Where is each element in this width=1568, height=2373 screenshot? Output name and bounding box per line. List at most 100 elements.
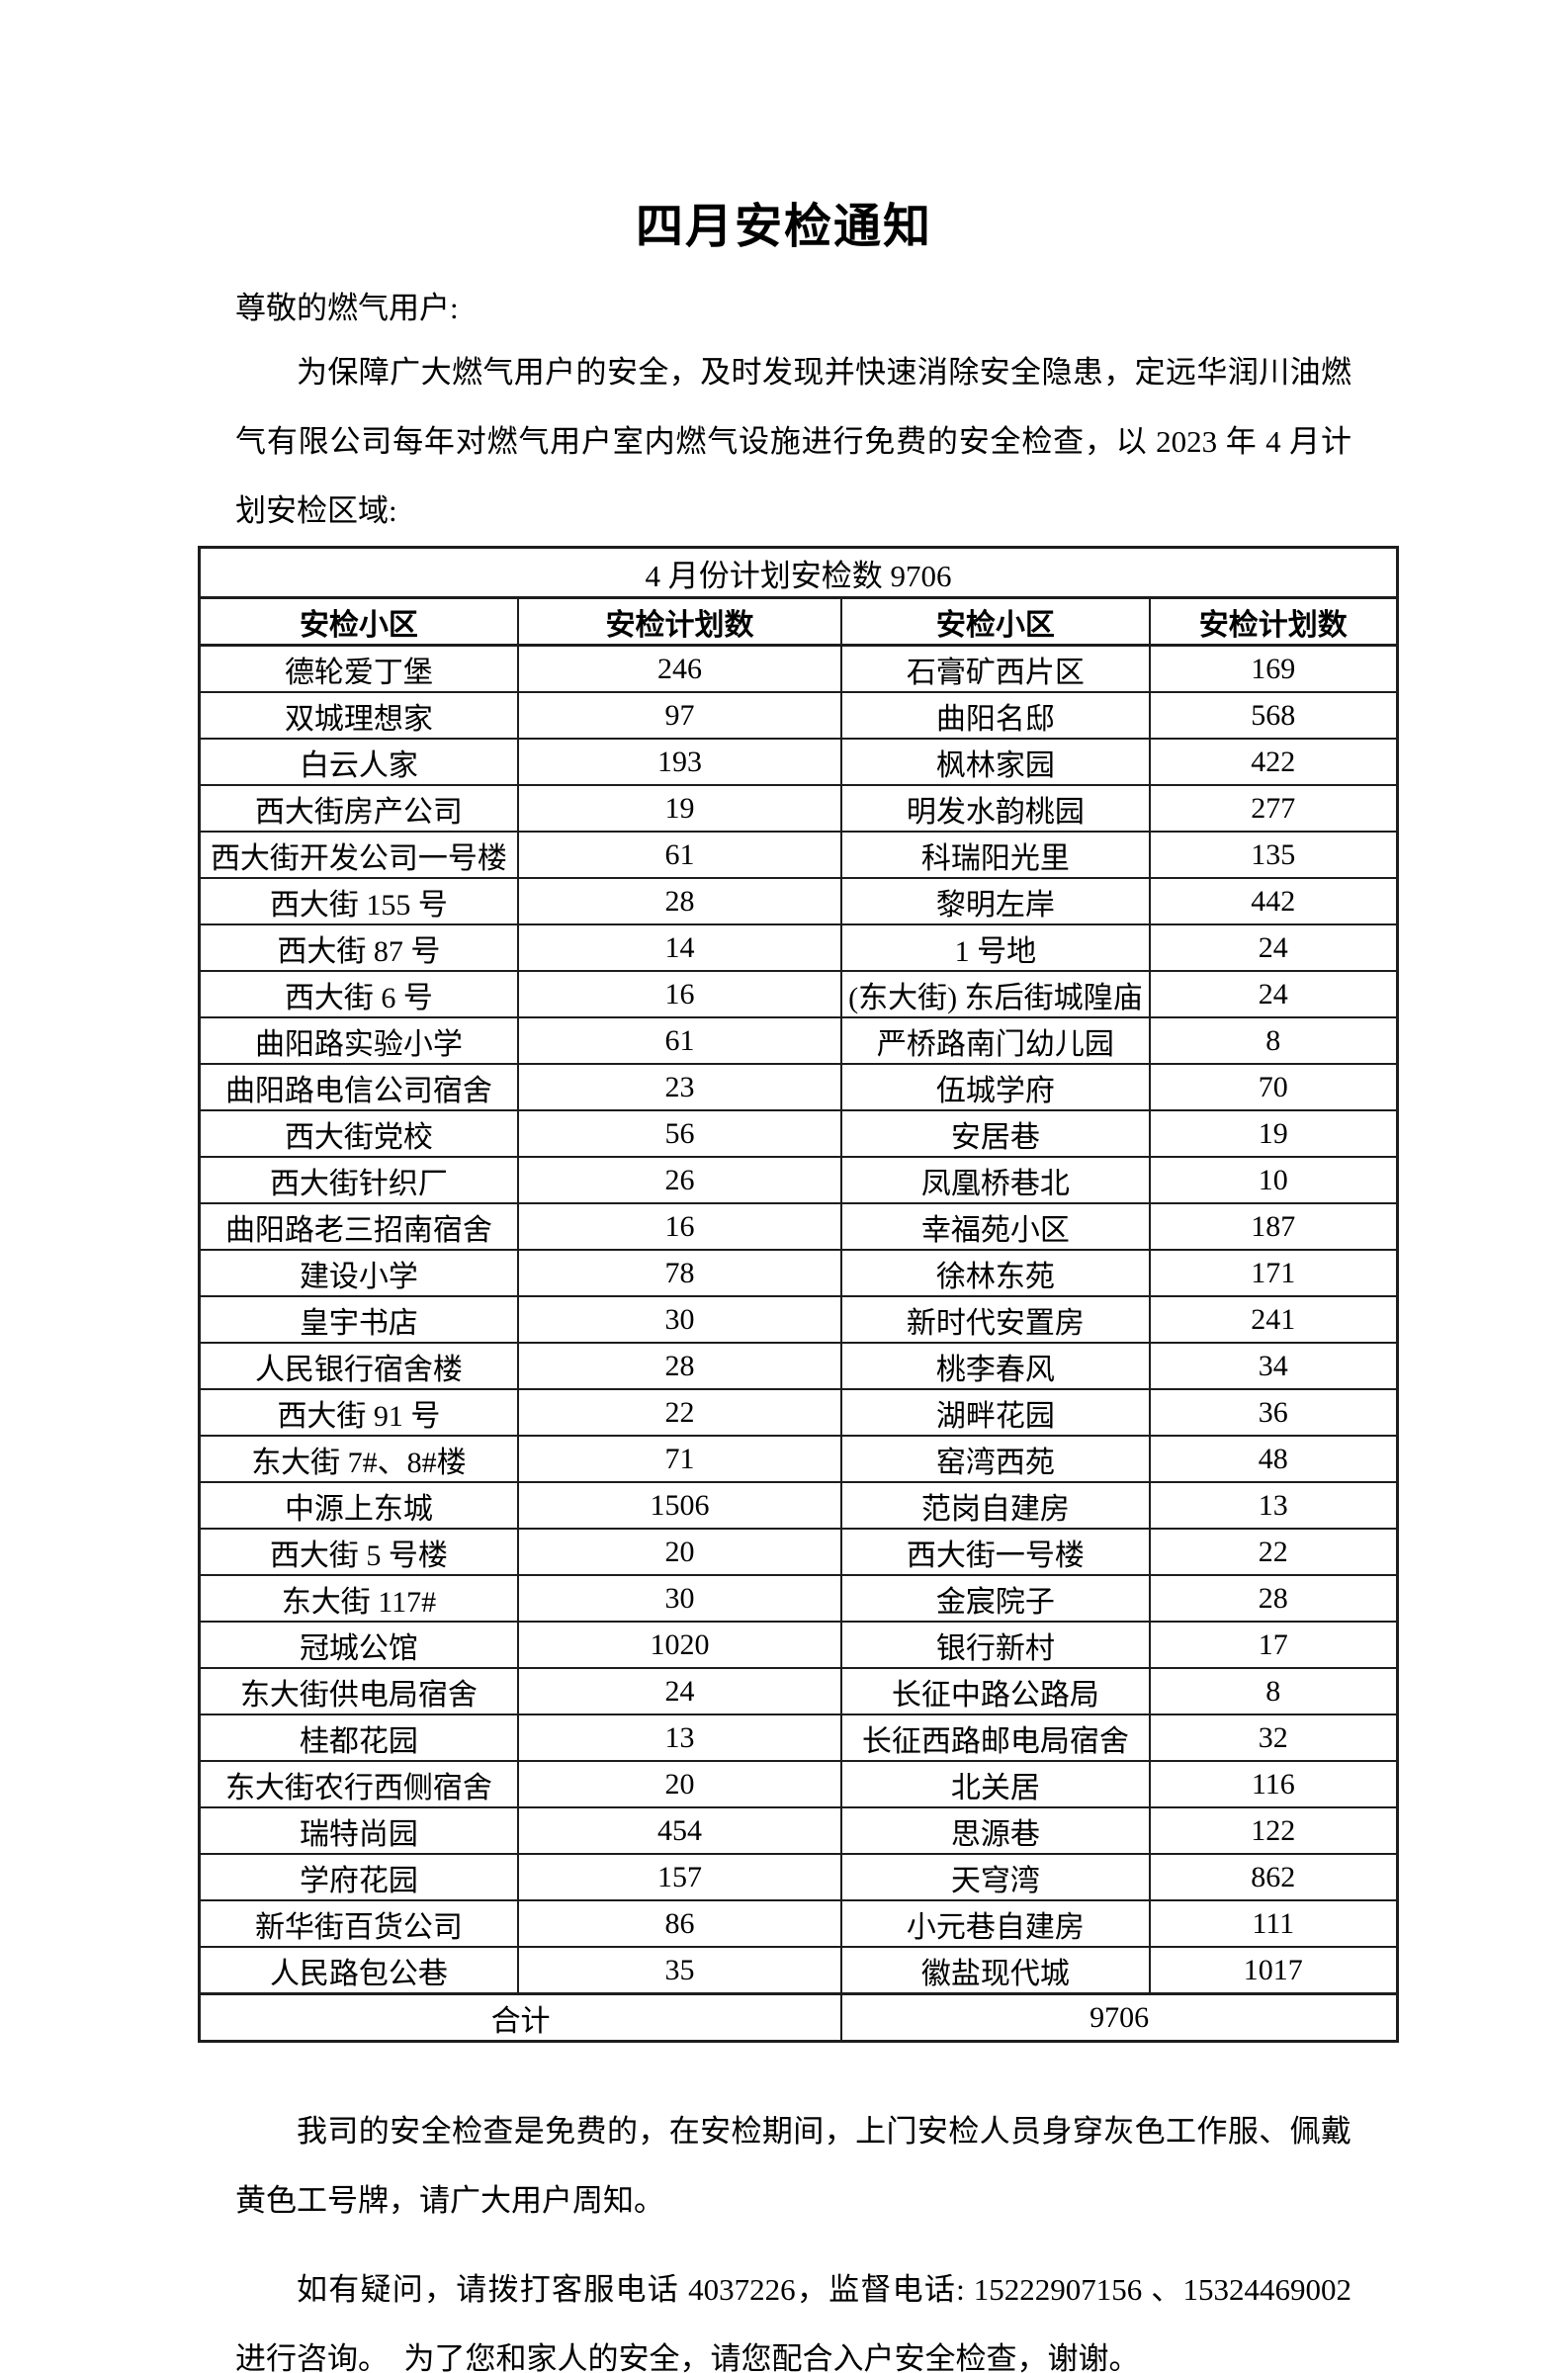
column-header-community-left: 安检小区: [198, 596, 519, 647]
community-name-cell-left: 德轮爱丁堡: [198, 644, 519, 693]
table-row: 新华街百货公司 86 小元巷自建房 111: [198, 1899, 1399, 1948]
table-row: 皇宇书店 30 新时代安置房 241: [198, 1295, 1399, 1344]
community-name-cell-right: 曲阳名邸: [840, 691, 1151, 740]
community-name-cell-left: 西大街 5 号楼: [198, 1528, 519, 1576]
table-row: 白云人家 193 枫林家园 422: [198, 738, 1399, 786]
plan-count-cell-left: 26: [516, 1156, 843, 1204]
community-name-cell-left: 曲阳路电信公司宿舍: [198, 1063, 519, 1111]
plan-count-cell-left: 14: [516, 923, 843, 972]
plan-count-cell-right: 171: [1148, 1249, 1399, 1297]
community-name-cell-right: 思源巷: [840, 1806, 1151, 1855]
table-row: 东大街 117# 30 金宸院子 28: [198, 1574, 1399, 1623]
plan-count-cell-right: 10: [1148, 1156, 1399, 1204]
table-row: 德轮爱丁堡 246 石膏矿西片区 169: [198, 644, 1399, 693]
plan-count-cell-right: 277: [1148, 784, 1399, 833]
community-name-cell-left: 西大街 91 号: [198, 1388, 519, 1437]
plan-count-cell-left: 30: [516, 1295, 843, 1344]
community-name-cell-left: 曲阳路老三招南宿舍: [198, 1202, 519, 1251]
community-name-cell-right: 伍城学府: [840, 1063, 1151, 1111]
plan-count-cell-left: 20: [516, 1528, 843, 1576]
plan-count-cell-right: 135: [1148, 831, 1399, 879]
plan-count-cell-left: 35: [516, 1946, 843, 1995]
community-name-cell-right: 1 号地: [840, 923, 1151, 972]
table-row: 东大街 7#、8#楼 71 窑湾西苑 48: [198, 1435, 1399, 1483]
table-row: 西大街 91 号 22 湖畔花园 36: [198, 1388, 1399, 1437]
plan-count-cell-right: 116: [1148, 1760, 1399, 1808]
plan-count-cell-right: 19: [1148, 1109, 1399, 1158]
plan-count-cell-right: 862: [1148, 1853, 1399, 1901]
plan-count-cell-right: 36: [1148, 1388, 1399, 1437]
column-header-count-right: 安检计划数: [1148, 596, 1399, 647]
plan-count-cell-left: 193: [516, 738, 843, 786]
table-row: 东大街供电局宿舍 24 长征中路公路局 8: [198, 1667, 1399, 1715]
community-name-cell-left: 东大街 117#: [198, 1574, 519, 1623]
plan-count-cell-left: 13: [516, 1714, 843, 1762]
table-row: 曲阳路实验小学 61 严桥路南门幼儿园 8: [198, 1016, 1399, 1065]
plan-count-cell-right: 24: [1148, 923, 1399, 972]
community-name-cell-left: 白云人家: [198, 738, 519, 786]
community-name-cell-left: 桂都花园: [198, 1714, 519, 1762]
community-name-cell-left: 西大街针织厂: [198, 1156, 519, 1204]
community-name-cell-right: 石膏矿西片区: [840, 644, 1151, 693]
salutation: 尊敬的燃气用户:: [235, 291, 459, 325]
plan-count-cell-right: 13: [1148, 1481, 1399, 1530]
table-caption: 4 月份计划安检数 9706: [198, 546, 1399, 599]
community-name-cell-right: 西大街一号楼: [840, 1528, 1151, 1576]
plan-count-cell-left: 61: [516, 1016, 843, 1065]
community-name-cell-left: 西大街房产公司: [198, 784, 519, 833]
community-name-cell-left: 瑞特尚园: [198, 1806, 519, 1855]
closing-paragraph-1: 我司的安全检查是免费的，在安检期间，上门安检人员身穿灰色工作服、佩戴黄色工号牌，…: [235, 2114, 1351, 2218]
table-row: 西大街 87 号 14 1 号地 24: [198, 923, 1399, 972]
plan-count-cell-left: 20: [516, 1760, 843, 1808]
plan-count-cell-left: 19: [516, 784, 843, 833]
plan-count-cell-left: 246: [516, 644, 843, 693]
community-name-cell-right: 徽盐现代城: [840, 1946, 1151, 1995]
plan-count-cell-left: 454: [516, 1806, 843, 1855]
plan-count-cell-right: 1017: [1148, 1946, 1399, 1995]
community-name-cell-right: (东大街) 东后街城隍庙: [840, 970, 1151, 1018]
table-row: 西大街房产公司 19 明发水韵桃园 277: [198, 784, 1399, 833]
community-name-cell-left: 西大街党校: [198, 1109, 519, 1158]
plan-count-cell-right: 111: [1148, 1899, 1399, 1948]
community-name-cell-left: 西大街 87 号: [198, 923, 519, 972]
table-header-row: 安检小区 安检计划数 安检小区 安检计划数: [198, 596, 1399, 647]
plan-count-cell-left: 71: [516, 1435, 843, 1483]
table-row: 人民路包公巷 35 徽盐现代城 1017: [198, 1946, 1399, 1995]
community-name-cell-left: 皇宇书店: [198, 1295, 519, 1344]
community-name-cell-right: 幸福苑小区: [840, 1202, 1151, 1251]
community-name-cell-right: 明发水韵桃园: [840, 784, 1151, 833]
community-name-cell-left: 冠城公馆: [198, 1621, 519, 1669]
plan-count-cell-right: 187: [1148, 1202, 1399, 1251]
plan-count-cell-left: 28: [516, 877, 843, 925]
plan-count-cell-right: 24: [1148, 970, 1399, 1018]
plan-count-cell-right: 34: [1148, 1342, 1399, 1390]
community-name-cell-left: 曲阳路实验小学: [198, 1016, 519, 1065]
community-name-cell-right: 窑湾西苑: [840, 1435, 1151, 1483]
table-row: 西大街 5 号楼 20 西大街一号楼 22: [198, 1528, 1399, 1576]
table-row: 曲阳路电信公司宿舍 23 伍城学府 70: [198, 1063, 1399, 1111]
table-row: 人民银行宿舍楼 28 桃李春风 34: [198, 1342, 1399, 1390]
community-name-cell-left: 新华街百货公司: [198, 1899, 519, 1948]
plan-count-cell-right: 122: [1148, 1806, 1399, 1855]
intro-paragraph: 为保障广大燃气用户的安全，及时发现并快速消除安全隐患，定远华润川油燃气有限公司每…: [235, 355, 1351, 528]
plan-count-cell-right: 70: [1148, 1063, 1399, 1111]
community-name-cell-left: 东大街 7#、8#楼: [198, 1435, 519, 1483]
column-header-community-right: 安检小区: [840, 596, 1151, 647]
plan-count-cell-right: 422: [1148, 738, 1399, 786]
plan-count-cell-left: 56: [516, 1109, 843, 1158]
plan-count-cell-left: 30: [516, 1574, 843, 1623]
table-row: 西大街党校 56 安居巷 19: [198, 1109, 1399, 1158]
plan-count-cell-right: 8: [1148, 1016, 1399, 1065]
plan-count-cell-left: 24: [516, 1667, 843, 1715]
plan-count-cell-left: 97: [516, 691, 843, 740]
community-name-cell-right: 长征中路公路局: [840, 1667, 1151, 1715]
plan-count-cell-left: 16: [516, 970, 843, 1018]
community-name-cell-left: 东大街农行西侧宿舍: [198, 1760, 519, 1808]
table-row: 曲阳路老三招南宿舍 16 幸福苑小区 187: [198, 1202, 1399, 1251]
body-text-column: 尊敬的燃气用户: 为保障广大燃气用户的安全，及时发现并快速消除安全隐患，定远华润…: [235, 287, 1351, 546]
plan-count-cell-right: 22: [1148, 1528, 1399, 1576]
community-name-cell-right: 金宸院子: [840, 1574, 1151, 1623]
community-name-cell-left: 西大街 6 号: [198, 970, 519, 1018]
plan-count-cell-left: 23: [516, 1063, 843, 1111]
